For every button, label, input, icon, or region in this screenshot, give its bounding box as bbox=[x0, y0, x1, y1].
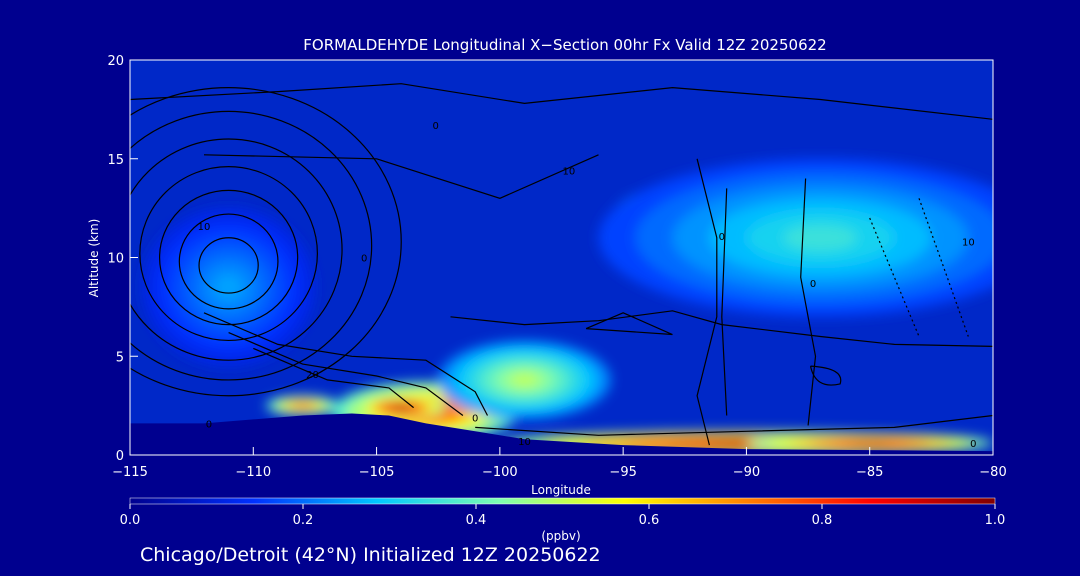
y-tick-label: 15 bbox=[107, 153, 124, 168]
colorbar-tick-label: 0.8 bbox=[812, 513, 833, 528]
y-axis-label: Altitude (km) bbox=[87, 219, 101, 298]
wind-contour bbox=[450, 310, 993, 347]
plot-area: 20 10 0 10 0 0 10 0 0 0 10 0 bbox=[130, 60, 993, 455]
dashed-contour bbox=[869, 217, 920, 337]
contour-label: 0 bbox=[361, 254, 367, 265]
contour-label: 10 bbox=[563, 167, 576, 178]
x-tick-label: −80 bbox=[979, 465, 1006, 480]
x-tick-label: −100 bbox=[482, 465, 518, 480]
x-tick-label: −110 bbox=[235, 465, 271, 480]
colorbar-tick-label: 1.0 bbox=[985, 513, 1006, 528]
y-tick-label: 20 bbox=[107, 54, 124, 69]
x-tick-label: −90 bbox=[733, 465, 760, 480]
colorbar-tick-label: 0.2 bbox=[293, 513, 314, 528]
terrain-mask bbox=[130, 413, 993, 455]
x-tick-label: −105 bbox=[359, 465, 395, 480]
contour-label: 0 bbox=[719, 232, 725, 243]
colorbar-tick-label: 0.6 bbox=[639, 513, 660, 528]
wind-contour bbox=[203, 154, 599, 199]
x-axis: −115 −110 −105 −100 −95 −90 −85 −80 bbox=[112, 447, 1007, 480]
colorbar-tick-label: 0.0 bbox=[120, 513, 141, 528]
colorbar bbox=[129, 497, 996, 505]
contour-label: 0 bbox=[810, 279, 816, 290]
wind-contour bbox=[253, 347, 414, 409]
contour-label: 0 bbox=[970, 439, 976, 450]
colorbar-label: (ppbv) bbox=[541, 529, 580, 543]
y-tick-label: 10 bbox=[107, 252, 124, 267]
x-tick-label: −115 bbox=[112, 465, 148, 480]
contour-label: 0 bbox=[433, 121, 439, 132]
heat-blob bbox=[510, 373, 539, 387]
jet-contour bbox=[198, 237, 259, 294]
contour-labels: 20 10 0 10 0 0 10 0 0 0 10 0 bbox=[198, 121, 977, 450]
jet-contour bbox=[130, 87, 402, 397]
chart-title: FORMALDEHYDE Longitudinal X−Section 00hr… bbox=[303, 36, 826, 54]
heat-blob bbox=[296, 403, 309, 408]
wind-contour bbox=[809, 365, 842, 386]
jet-contour bbox=[158, 189, 299, 326]
y-axis: 0 5 10 15 20 bbox=[107, 54, 138, 464]
wind-contour bbox=[203, 312, 489, 416]
x-tick-label: −85 bbox=[856, 465, 883, 480]
heatmap-field bbox=[142, 158, 993, 455]
wind-contour bbox=[228, 332, 464, 416]
jet-contour bbox=[178, 213, 279, 310]
x-axis-label: Longitude bbox=[531, 483, 591, 497]
wind-contour bbox=[800, 178, 817, 426]
y-tick-label: 0 bbox=[116, 449, 124, 464]
heat-blob bbox=[393, 405, 409, 410]
heat-blob bbox=[214, 273, 244, 301]
wind-contour bbox=[475, 414, 993, 436]
wind-contours bbox=[130, 83, 993, 446]
jet-contour bbox=[139, 166, 318, 342]
colorbar-ticks: 0.0 0.2 0.4 0.6 0.8 1.0 bbox=[120, 504, 1006, 528]
contour-label: 20 bbox=[306, 370, 319, 381]
wind-contour bbox=[130, 83, 993, 120]
contour-label: 10 bbox=[962, 238, 975, 249]
footer-text: Chicago/Detroit (42°N) Initialized 12Z 2… bbox=[140, 544, 601, 566]
wind-contour bbox=[585, 312, 673, 336]
heat-blob bbox=[783, 224, 858, 251]
contour-label: 10 bbox=[198, 222, 211, 233]
contour-label: 10 bbox=[518, 437, 531, 448]
contour-label: 0 bbox=[472, 413, 478, 424]
x-tick-label: −95 bbox=[609, 465, 636, 480]
wind-contour bbox=[721, 188, 728, 416]
colorbar-tick-label: 0.4 bbox=[466, 513, 487, 528]
wind-contour bbox=[696, 158, 718, 446]
heat-blob bbox=[849, 441, 891, 445]
contour-label: 0 bbox=[206, 419, 212, 430]
y-tick-label: 5 bbox=[116, 350, 124, 365]
jet-contour bbox=[130, 138, 343, 361]
jet-contour bbox=[130, 110, 373, 381]
